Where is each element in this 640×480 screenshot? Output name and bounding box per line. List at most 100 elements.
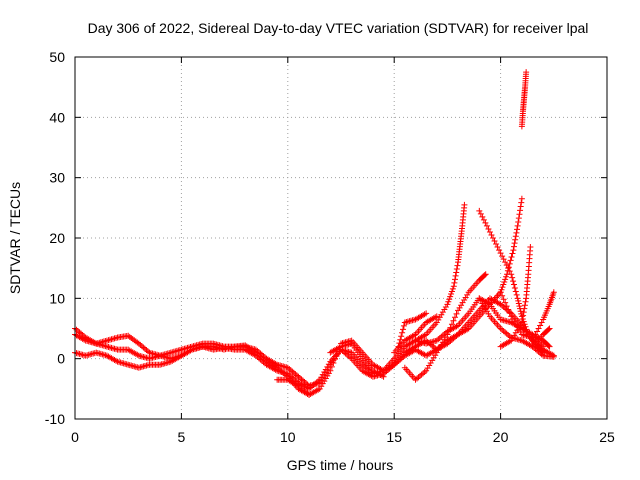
data-point bbox=[521, 305, 528, 312]
axis-ticks: 0 5 10 15 20 25 -10 0 10 20 30 40 50 bbox=[45, 49, 615, 445]
x-tick-label: 15 bbox=[386, 429, 402, 445]
data-point bbox=[453, 269, 460, 276]
data-point bbox=[501, 278, 508, 285]
data-point bbox=[490, 235, 496, 241]
data-point bbox=[447, 324, 454, 331]
data-point bbox=[444, 331, 451, 338]
x-tick-label: 5 bbox=[178, 429, 186, 445]
data-point bbox=[510, 278, 517, 285]
data-point bbox=[546, 343, 553, 350]
data-point bbox=[527, 244, 534, 251]
data-point bbox=[445, 328, 452, 335]
data-point bbox=[448, 291, 455, 298]
data-point bbox=[517, 207, 524, 214]
data-point bbox=[511, 284, 518, 291]
data-point bbox=[447, 293, 454, 300]
data-point bbox=[496, 247, 503, 254]
data-point bbox=[396, 340, 403, 347]
data-point bbox=[515, 300, 522, 307]
data-point bbox=[510, 247, 517, 254]
data-point bbox=[502, 259, 509, 266]
data-point bbox=[491, 238, 498, 245]
data-point bbox=[518, 199, 525, 206]
y-tick-label: 20 bbox=[49, 230, 65, 246]
data-point bbox=[481, 272, 488, 279]
series-track-h bbox=[401, 271, 489, 383]
data-point bbox=[483, 222, 490, 229]
data-point bbox=[516, 303, 523, 310]
data-point bbox=[423, 310, 430, 317]
data-point bbox=[433, 313, 440, 320]
data-point bbox=[516, 211, 523, 218]
data-point bbox=[479, 213, 486, 220]
data-point bbox=[513, 229, 520, 236]
data-point bbox=[450, 283, 457, 290]
x-axis-label: GPS time / hours bbox=[287, 457, 394, 473]
data-point bbox=[513, 291, 520, 298]
x-tick-label: 20 bbox=[493, 429, 509, 445]
data-point bbox=[517, 308, 524, 315]
data-point bbox=[550, 289, 557, 296]
data-point bbox=[398, 333, 405, 340]
data-point bbox=[515, 215, 522, 222]
y-tick-label: 0 bbox=[57, 351, 65, 367]
data-point bbox=[523, 326, 530, 333]
grid-lines bbox=[75, 57, 607, 419]
data-point bbox=[452, 314, 458, 321]
data-point bbox=[514, 295, 521, 302]
data-point bbox=[399, 329, 406, 336]
data-series bbox=[72, 69, 557, 398]
data-point bbox=[497, 289, 504, 296]
y-tick-label: 50 bbox=[49, 49, 65, 65]
data-point bbox=[507, 257, 514, 264]
data-point bbox=[510, 243, 517, 250]
data-point bbox=[503, 271, 510, 278]
data-point bbox=[515, 297, 522, 304]
data-point bbox=[538, 319, 545, 326]
data-point bbox=[506, 260, 513, 267]
data-point bbox=[502, 276, 509, 283]
data-point bbox=[522, 298, 529, 305]
data-point bbox=[550, 353, 557, 360]
data-point bbox=[446, 296, 453, 303]
data-point bbox=[493, 241, 500, 248]
data-point bbox=[482, 271, 489, 278]
series-track-p bbox=[529, 325, 553, 350]
data-point bbox=[494, 244, 501, 251]
series-track-d bbox=[274, 376, 313, 398]
data-point bbox=[400, 322, 407, 329]
data-point bbox=[500, 256, 507, 263]
y-tick-label: 10 bbox=[49, 290, 65, 306]
data-point bbox=[515, 219, 522, 226]
data-point bbox=[503, 303, 510, 310]
data-point bbox=[522, 323, 529, 330]
data-point bbox=[444, 301, 451, 308]
data-point bbox=[509, 250, 516, 257]
series-track-m bbox=[497, 244, 534, 350]
data-point bbox=[520, 309, 527, 316]
data-point bbox=[477, 210, 484, 217]
data-point bbox=[509, 274, 516, 281]
data-point bbox=[535, 325, 542, 332]
data-point bbox=[534, 328, 541, 335]
data-point bbox=[519, 316, 526, 323]
data-point bbox=[453, 310, 460, 317]
series-track-i bbox=[412, 201, 468, 344]
series-track-g bbox=[395, 310, 430, 350]
data-point bbox=[499, 253, 506, 260]
data-point bbox=[506, 309, 513, 316]
data-point bbox=[521, 302, 528, 309]
data-point bbox=[512, 236, 519, 243]
data-point bbox=[480, 216, 487, 223]
series-track-o bbox=[529, 289, 557, 344]
data-point bbox=[497, 250, 504, 257]
data-point bbox=[485, 225, 492, 232]
x-tick-label: 10 bbox=[280, 429, 296, 445]
data-point bbox=[461, 201, 468, 208]
data-point bbox=[504, 267, 511, 274]
data-point bbox=[397, 336, 404, 343]
series-track-n bbox=[518, 69, 530, 130]
x-tick-label: 0 bbox=[71, 429, 79, 445]
data-point bbox=[449, 285, 456, 292]
